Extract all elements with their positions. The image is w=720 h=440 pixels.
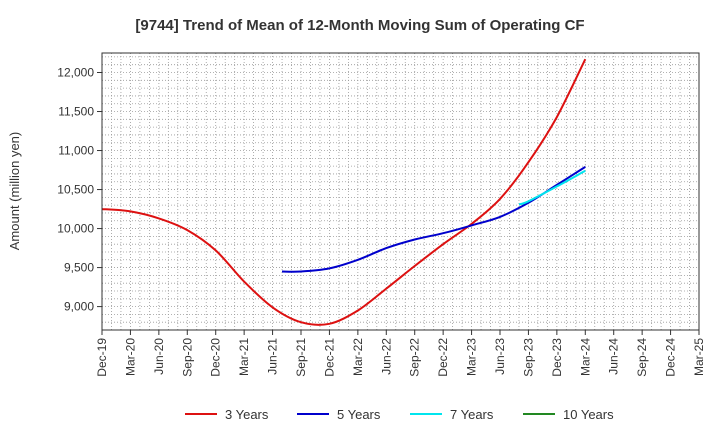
y-tick-label: 9,500 <box>64 261 94 275</box>
x-tick-label: Dec-24 <box>664 338 678 377</box>
y-tick-label: 11,000 <box>58 144 94 158</box>
x-tick-label: Sep-24 <box>635 338 649 377</box>
grid <box>101 53 700 331</box>
x-tick-label: Sep-23 <box>521 338 535 377</box>
series-group <box>101 58 587 326</box>
legend: 3 Years 5 Years 7 Years 10 Years <box>185 407 614 422</box>
x-tick-label: Mar-20 <box>123 338 137 376</box>
series-line-7-years <box>518 169 586 206</box>
series-line-3-years <box>101 58 587 326</box>
x-tick-label: Jun-23 <box>493 338 507 375</box>
y-axis-label: Amount (million yen) <box>7 132 22 251</box>
x-tick-label: Mar-25 <box>692 338 706 376</box>
x-tick-label: Jun-20 <box>152 338 166 375</box>
y-tick-label: 12,000 <box>57 66 94 80</box>
x-tick-label: Dec-19 <box>95 338 109 377</box>
x-tick-label: Jun-22 <box>379 338 393 375</box>
y-tick-label: 10,500 <box>57 183 94 197</box>
series-line-5-years <box>281 166 586 273</box>
x-tick-label: Dec-20 <box>209 338 223 377</box>
x-tick-label: Dec-22 <box>436 338 450 377</box>
y-tick-label: 11,500 <box>58 105 94 119</box>
legend-label-7-years: 7 Years <box>450 407 494 422</box>
x-tick-label: Mar-21 <box>237 338 251 376</box>
x-tick-label: Sep-21 <box>294 338 308 377</box>
y-axis: 9,000 9,500 10,000 10,500 11,000 11,500 12,000 <box>57 66 102 314</box>
x-axis: Dec-19 Mar-20 Jun-20 Sep-20 Dec-20 Mar-21 Jun-… <box>95 330 706 377</box>
chart-title: [9744] Trend of Mean of 12-Month Moving … <box>135 17 584 34</box>
x-tick-label: Mar-22 <box>351 338 365 376</box>
y-tick-label: 10,000 <box>57 222 94 236</box>
x-tick-label: Jun-24 <box>607 338 621 375</box>
legend-label-10-years: 10 Years <box>563 407 614 422</box>
plot-area <box>102 53 699 330</box>
x-tick-label: Sep-22 <box>408 338 422 377</box>
x-tick-label: Sep-20 <box>180 338 194 377</box>
plot-frame <box>101 52 700 331</box>
y-tick-label: 9,000 <box>64 300 94 314</box>
x-tick-label: Mar-24 <box>578 338 592 376</box>
x-tick-label: Jun-21 <box>266 338 280 375</box>
x-tick-label: Dec-23 <box>550 338 564 377</box>
x-tick-label: Mar-23 <box>465 338 479 376</box>
x-tick-label: Dec-21 <box>322 338 336 377</box>
legend-label-5-years: 5 Years <box>337 407 381 422</box>
legend-label-3-years: 3 Years <box>225 407 269 422</box>
